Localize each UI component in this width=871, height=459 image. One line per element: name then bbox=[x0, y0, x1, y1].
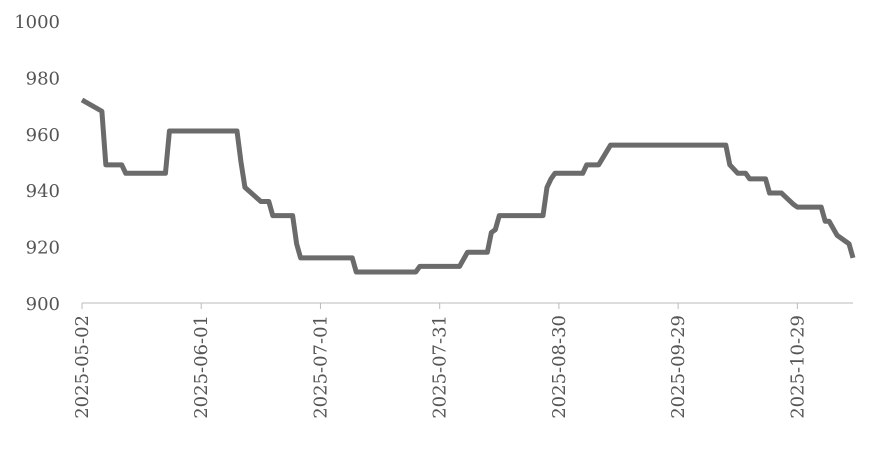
y-tick-label: 920 bbox=[26, 238, 60, 259]
x-tick-label: 2025-07-31 bbox=[430, 315, 451, 419]
y-tick-label: 1000 bbox=[14, 12, 60, 33]
x-tick-label: 2025-05-02 bbox=[72, 315, 93, 419]
y-tick-label: 960 bbox=[26, 125, 60, 146]
x-tick-label: 2025-10-29 bbox=[787, 315, 808, 419]
y-tick-label: 900 bbox=[26, 294, 60, 315]
x-tick-label: 2025-06-01 bbox=[191, 315, 212, 419]
y-tick-label: 940 bbox=[26, 181, 60, 202]
x-tick-label: 2025-08-30 bbox=[549, 315, 570, 419]
x-tick-label: 2025-07-01 bbox=[310, 315, 331, 419]
x-tick-label: 2025-09-29 bbox=[668, 315, 689, 419]
y-tick-label: 980 bbox=[26, 68, 60, 89]
data-line bbox=[80, 97, 856, 275]
